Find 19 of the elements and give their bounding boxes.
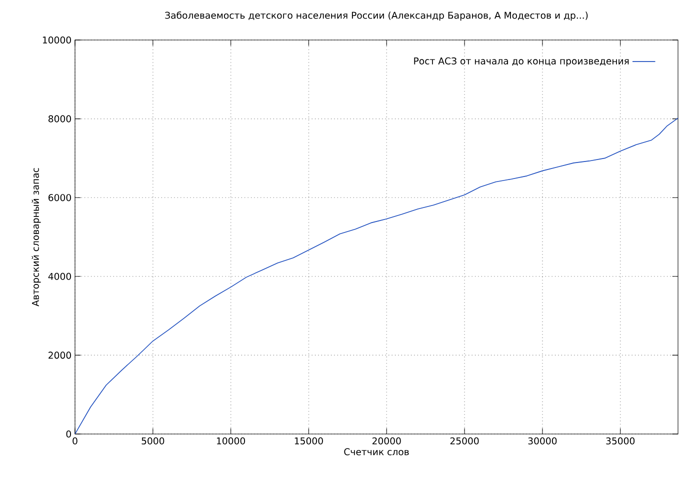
x-tick-label: 25000 bbox=[450, 437, 479, 444]
y-tick-label: 6000 bbox=[48, 194, 71, 202]
legend-label: Рост АСЗ от начала до конца произведения bbox=[414, 57, 629, 66]
y-tick-label: 4000 bbox=[48, 272, 71, 280]
y-tick-label: 0 bbox=[66, 430, 71, 438]
x-tick-label: 5000 bbox=[142, 437, 164, 444]
line-series bbox=[75, 118, 678, 434]
y-axis-title: Авторский словарный запас bbox=[32, 168, 41, 306]
x-axis-title: Счетчик слов bbox=[344, 448, 409, 456]
x-tick-label: 15000 bbox=[294, 437, 323, 444]
x-tick-label: 35000 bbox=[606, 437, 635, 444]
chart-title: Заболеваемость детского населения России (Александр Баранов, А Модестов и др...) bbox=[165, 11, 588, 21]
x-tick-label: 30000 bbox=[528, 437, 557, 444]
y-tick-label: 10000 bbox=[42, 36, 71, 44]
y-tick-label: 2000 bbox=[48, 352, 71, 359]
x-tick-label: 20000 bbox=[372, 437, 401, 444]
x-tick-label: 10000 bbox=[216, 437, 246, 444]
y-tick-label: 8000 bbox=[48, 115, 71, 122]
x-tick-label: 0 bbox=[72, 437, 78, 444]
